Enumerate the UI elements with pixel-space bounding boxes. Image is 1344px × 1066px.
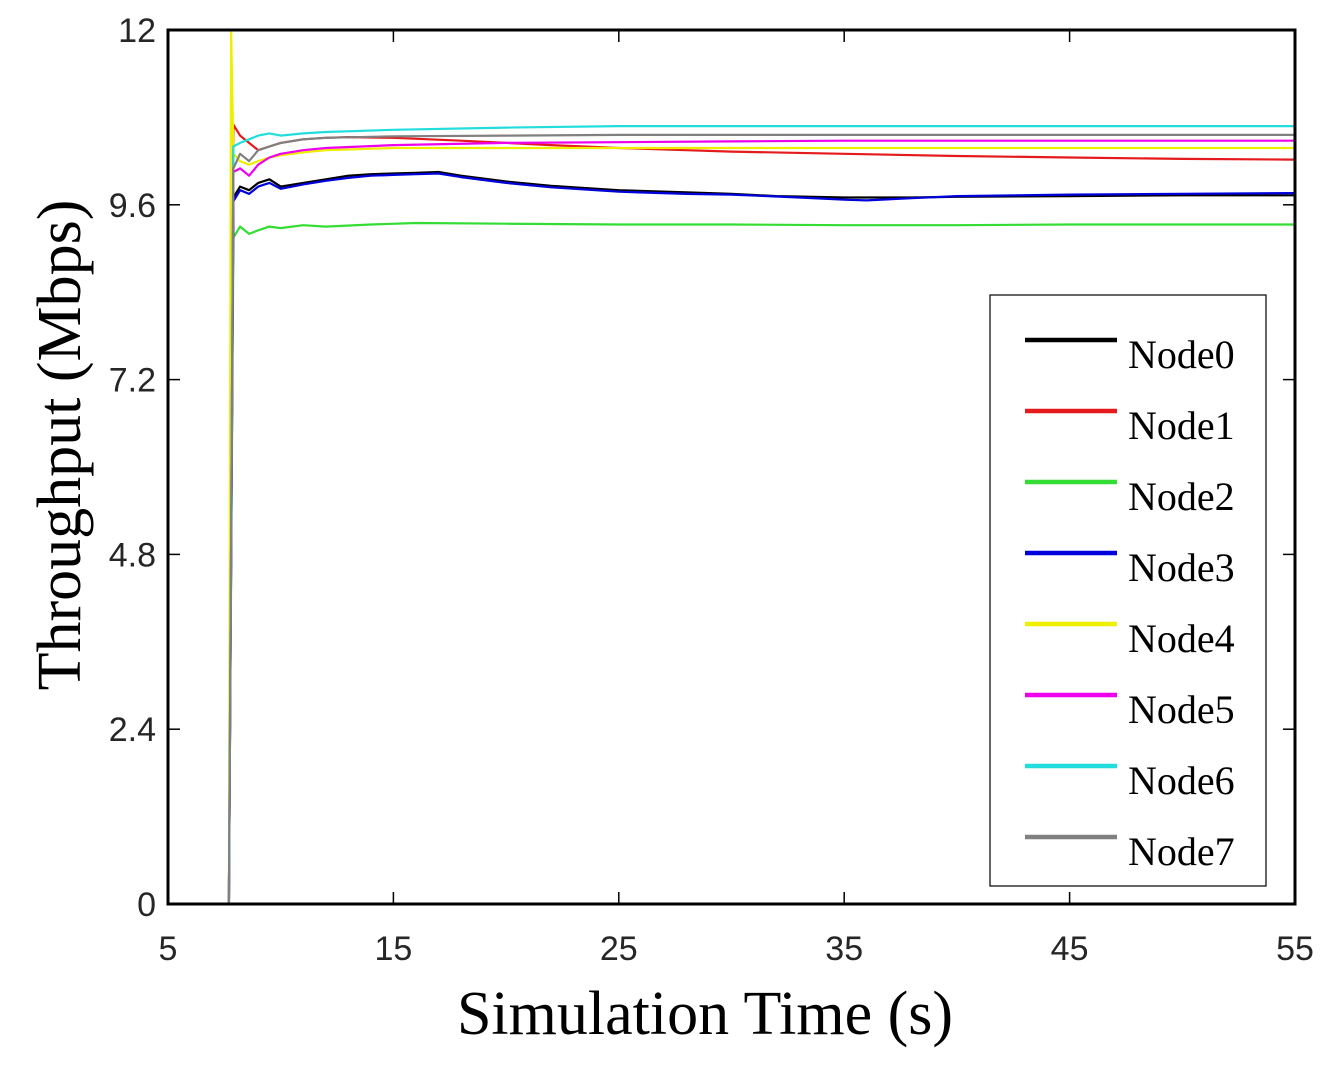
series-line-node6 <box>227 124 1295 905</box>
legend-label-node5: Node5 <box>1128 687 1235 732</box>
legend-label-node6: Node6 <box>1128 758 1235 803</box>
axes-box <box>166 28 1297 906</box>
series-line-node3 <box>227 172 1296 905</box>
legend-label-node7: Node7 <box>1128 829 1235 874</box>
series-line-node2 <box>227 221 1295 905</box>
series-line-node7 <box>227 133 1295 905</box>
series-line-node5 <box>227 139 1295 905</box>
ticks-layer: 5 15 25 35 45 55 0 2.4 4.8 7.2 9.6 12 <box>109 12 1314 968</box>
plot-area <box>166 28 1297 906</box>
legend: Node0 Node1 Node2 Node3 Node4 Node5 Node6 Node7 <box>989 294 1267 887</box>
x-tick-label: 25 <box>600 930 638 968</box>
y-tick-label: 9.6 <box>109 187 156 225</box>
y-tick-label: 2.4 <box>109 711 156 749</box>
legend-label-node1: Node1 <box>1128 403 1235 448</box>
legend-label-node2: Node2 <box>1128 474 1235 519</box>
x-tick-label: 5 <box>159 930 178 968</box>
legend-box <box>989 294 1267 887</box>
y-tick-label: 12 <box>118 12 156 50</box>
series-layer <box>227 28 1296 905</box>
series-line-node4 <box>227 28 1295 905</box>
legend-entries: Node0 Node1 Node2 Node3 Node4 Node5 Node6 Node7 <box>1025 332 1235 874</box>
y-tick-label: 4.8 <box>109 536 156 574</box>
x-tick-label: 55 <box>1276 930 1314 968</box>
legend-label-node0: Node0 <box>1128 332 1235 377</box>
legend-label-node4: Node4 <box>1128 616 1235 661</box>
y-tick-label: 7.2 <box>109 362 156 400</box>
series-line-node0 <box>227 170 1295 905</box>
y-tick-label: 0 <box>137 886 156 924</box>
y-axis-title: Throughput (Mbps) <box>26 200 94 691</box>
series-line-node1 <box>227 123 1296 905</box>
x-tick-label: 15 <box>374 930 412 968</box>
x-axis-title: Simulation Time (s) <box>457 980 953 1048</box>
x-tick-label: 45 <box>1051 930 1089 968</box>
legend-label-node3: Node3 <box>1128 545 1235 590</box>
x-tick-label: 35 <box>825 930 863 968</box>
